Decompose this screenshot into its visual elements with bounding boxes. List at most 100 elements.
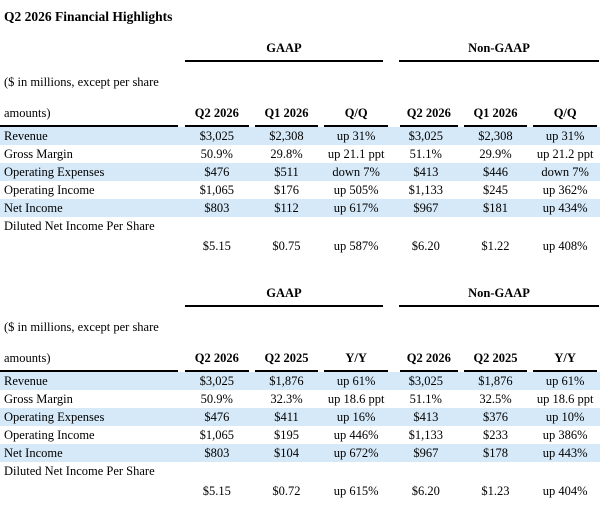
column-header-q2-2026-gaap: Q2 2026: [185, 105, 249, 127]
cell-value: up 21.1 ppt: [327, 147, 385, 161]
table-row-operating-income: Operating Income $1,065 $195 up 446% $1,…: [0, 426, 600, 444]
cell-value: 32.5%: [479, 392, 512, 406]
row-label: Gross Margin: [4, 392, 73, 406]
page-title: Q2 2026 Financial Highlights: [4, 9, 173, 24]
table-row-gross-margin: Gross Margin 50.9% 32.3% up 18.6 ppt 51.…: [0, 390, 600, 408]
row-label: Diluted Net Income Per Share: [4, 464, 155, 478]
cell-value: $1.22: [481, 239, 510, 253]
row-label: Net Income: [4, 446, 63, 460]
cell-value: $476: [204, 410, 230, 424]
cell-value: $1,876: [269, 374, 304, 388]
row-label: Operating Expenses: [4, 165, 105, 179]
cell-value: $1,065: [199, 428, 235, 442]
column-header-qq-gaap: Q/Q: [324, 105, 388, 127]
cell-value: 51.1%: [409, 147, 442, 161]
cell-value: $3,025: [199, 374, 235, 388]
cell-value: 50.9%: [200, 147, 233, 161]
table-row-diluted-eps-values: $5.15 $0.72 up 615% $6.20 $1.23 up 404%: [0, 480, 600, 502]
row-label: Operating Expenses: [4, 410, 105, 424]
cell-value: up 18.6 ppt: [536, 392, 594, 406]
cell-value: up 21.2 ppt: [536, 147, 594, 161]
column-header-yy-gaap: Y/Y: [324, 350, 388, 372]
cell-value: up 615%: [333, 484, 379, 498]
cell-value: up 617%: [333, 201, 379, 215]
group-header-gaap: GAAP: [185, 285, 383, 307]
table-qq-comparison: GAAP Non-GAAP ($ in millions, except per…: [0, 40, 600, 257]
cell-value: $476: [204, 165, 230, 179]
cell-value: up 446%: [333, 428, 379, 442]
units-note-line2: amounts): [0, 105, 178, 127]
cell-value: $233: [482, 428, 508, 442]
cell-value: $195: [273, 428, 299, 442]
column-header-q2-2025-non-gaap: Q2 2025: [463, 350, 528, 372]
table-row-net-income: Net Income $803 $112 up 617% $967 $181 u…: [0, 199, 600, 217]
cell-value: $376: [482, 410, 508, 424]
cell-value: $5.15: [202, 484, 231, 498]
column-header-row: amounts) Q2 2026 Q1 2026 Q/Q Q2 2026 Q1 …: [0, 105, 600, 127]
cell-value: $2,308: [269, 129, 304, 143]
row-label: Diluted Net Income Per Share: [4, 219, 155, 233]
cell-value: 32.3%: [270, 392, 303, 406]
table-row-diluted-eps-label: Diluted Net Income Per Share: [0, 462, 600, 480]
cell-value: $3,025: [199, 129, 235, 143]
cell-value: up 587%: [333, 239, 379, 253]
column-header-yy-non-gaap: Y/Y: [533, 350, 597, 372]
cell-value: $1,876: [478, 374, 513, 388]
cell-value: 51.1%: [409, 392, 442, 406]
cell-value: up 505%: [333, 183, 379, 197]
table-row-revenue: Revenue $3,025 $2,308 up 31% $3,025 $2,3…: [0, 127, 600, 145]
cell-value: down 7%: [332, 165, 380, 179]
cell-value: up 404%: [542, 484, 588, 498]
table-row-revenue: Revenue $3,025 $1,876 up 61% $3,025 $1,8…: [0, 372, 600, 390]
cell-value: $446: [482, 165, 508, 179]
cell-value: up 443%: [542, 446, 588, 460]
column-header-q2-2026-non-gaap: Q2 2026: [399, 350, 458, 372]
cell-value: up 61%: [336, 374, 376, 388]
table-row-gross-margin: Gross Margin 50.9% 29.8% up 21.1 ppt 51.…: [0, 145, 600, 163]
row-label: Net Income: [4, 201, 63, 215]
table-row-operating-expenses: Operating Expenses $476 $411 up 16% $413…: [0, 408, 600, 426]
table-row-diluted-eps-label: Diluted Net Income Per Share: [0, 217, 600, 235]
cell-value: up 672%: [333, 446, 379, 460]
cell-value: $104: [273, 446, 299, 460]
cell-value: $967: [413, 201, 439, 215]
cell-value: up 18.6 ppt: [327, 392, 385, 406]
cell-value: up 10%: [545, 410, 585, 424]
units-note-line1: ($ in millions, except per share: [4, 75, 159, 89]
cell-value: up 61%: [545, 374, 585, 388]
group-header-row: GAAP Non-GAAP: [0, 40, 600, 62]
cell-value: up 408%: [542, 239, 588, 253]
cell-value: up 434%: [542, 201, 588, 215]
column-header-q1-2026-non-gaap: Q1 2026: [463, 105, 528, 127]
column-header-q2-2026-gaap: Q2 2026: [185, 350, 249, 372]
cell-value: $6.20: [411, 239, 440, 253]
cell-value: $178: [482, 446, 508, 460]
cell-value: $1.23: [481, 484, 510, 498]
cell-value: 29.8%: [270, 147, 303, 161]
cell-value: $245: [482, 183, 508, 197]
cell-value: $803: [204, 201, 230, 215]
cell-value: $1,133: [408, 183, 443, 197]
cell-value: $6.20: [411, 484, 440, 498]
cell-value: $5.15: [202, 239, 231, 253]
cell-value: $413: [413, 410, 439, 424]
row-label: Operating Income: [4, 183, 95, 197]
group-header-non-gaap: Non-GAAP: [399, 285, 599, 307]
cell-value: $967: [413, 446, 439, 460]
cell-value: $3,025: [408, 374, 443, 388]
cell-value: up 362%: [542, 183, 588, 197]
column-header-qq-non-gaap: Q/Q: [533, 105, 597, 127]
group-header-non-gaap: Non-GAAP: [399, 40, 599, 62]
cell-value: $1,065: [199, 183, 235, 197]
cell-value: up 386%: [542, 428, 588, 442]
cell-value: $413: [413, 165, 439, 179]
units-note-line2: amounts): [0, 350, 178, 372]
row-label: Gross Margin: [4, 147, 73, 161]
group-header-row: GAAP Non-GAAP: [0, 285, 600, 307]
cell-value: $181: [482, 201, 508, 215]
column-header-q2-2026-non-gaap: Q2 2026: [399, 105, 458, 127]
cell-value: down 7%: [541, 165, 589, 179]
cell-value: $0.72: [272, 484, 301, 498]
row-label: Revenue: [4, 129, 48, 143]
